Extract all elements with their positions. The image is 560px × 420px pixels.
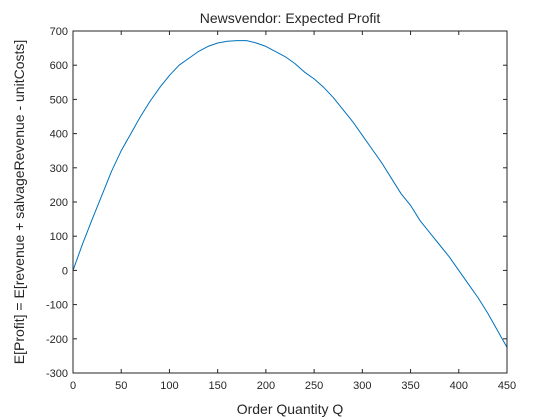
y-tick-label: 300 — [50, 163, 68, 175]
x-tick-label: 50 — [115, 380, 127, 392]
plot-area — [73, 31, 507, 373]
series-line — [72, 40, 508, 348]
x-axis-ticks: 0 50 100 150 200 250 300 350 400 450 — [70, 31, 516, 392]
y-tick-label: 600 — [50, 60, 68, 72]
y-tick-label: 500 — [50, 94, 68, 106]
y-tick-label: 100 — [50, 231, 68, 243]
series-layer — [72, 40, 508, 348]
x-tick-label: 450 — [498, 380, 516, 392]
y-tick-label: -100 — [46, 300, 68, 312]
y-tick-label: 700 — [50, 26, 68, 38]
y-tick-label: 0 — [62, 265, 68, 277]
y-tick-label: 200 — [50, 197, 68, 209]
y-tick-label: -200 — [46, 334, 68, 346]
x-tick-label: 300 — [353, 380, 371, 392]
y-tick-label: 400 — [50, 129, 68, 141]
chart-title: Newsvendor: Expected Profit — [200, 10, 381, 26]
x-tick-label: 100 — [160, 380, 178, 392]
x-tick-label: 250 — [305, 380, 323, 392]
x-axis-label: Order Quantity Q — [237, 401, 344, 417]
x-tick-label: 200 — [257, 380, 275, 392]
x-tick-label: 350 — [401, 380, 419, 392]
y-axis-label: E[Profit] = E[revenue + salvageRevenue -… — [11, 40, 27, 365]
x-tick-label: 0 — [70, 380, 76, 392]
x-tick-label: 150 — [208, 380, 226, 392]
x-tick-label: 400 — [450, 380, 468, 392]
y-axis-ticks: -300 -200 -100 0 100 200 300 400 500 600 700 — [46, 26, 507, 380]
y-tick-label: -300 — [46, 368, 68, 380]
